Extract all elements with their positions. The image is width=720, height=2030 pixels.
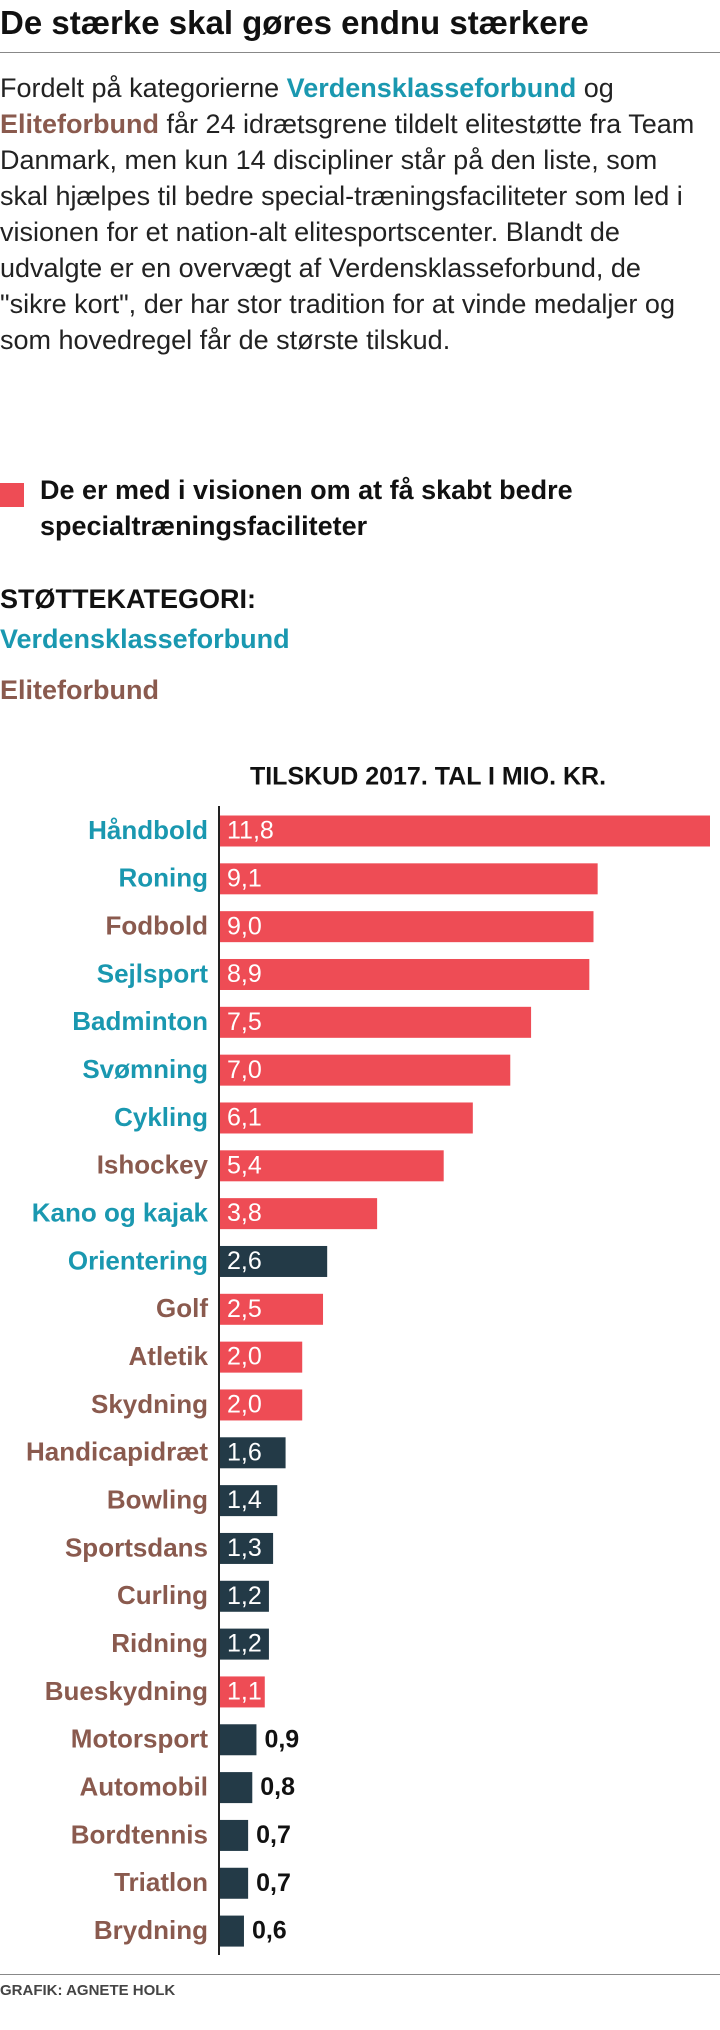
category-label: Bueskydning xyxy=(45,1676,208,1706)
category-label: Golf xyxy=(156,1293,208,1323)
bar xyxy=(219,1485,278,1517)
bar xyxy=(219,1437,286,1469)
group-label: Eliteforbund xyxy=(0,675,159,705)
value-label: 1,2 xyxy=(227,1582,262,1610)
title: De stærke skal gøres endnu stærkere xyxy=(0,4,589,41)
bar xyxy=(219,911,594,943)
category-label: Håndbold xyxy=(88,815,208,845)
category-label: Atletik xyxy=(129,1341,209,1371)
value-label: 11,8 xyxy=(227,817,274,845)
bar xyxy=(219,1532,274,1564)
intro-text: Fordelt på kategorierne xyxy=(0,73,287,103)
value-label: 8,9 xyxy=(227,960,262,988)
bar xyxy=(219,1054,511,1086)
value-label: 5,4 xyxy=(227,1151,262,1179)
value-label: 7,0 xyxy=(227,1056,262,1084)
bar xyxy=(219,1198,378,1230)
value-label: 0,7 xyxy=(256,1821,291,1849)
value-label: 2,5 xyxy=(227,1295,262,1323)
intro-text: Eliteforbund xyxy=(0,109,159,139)
bar xyxy=(219,1389,303,1421)
value-label: 0,7 xyxy=(256,1869,291,1897)
bar xyxy=(219,1006,532,1038)
category-label: Sejlsport xyxy=(97,958,209,988)
value-label: 1,3 xyxy=(227,1534,262,1562)
category-label: Sportsdans xyxy=(65,1532,208,1562)
category-label: Svømning xyxy=(82,1054,208,1084)
bar xyxy=(219,1867,249,1899)
bar xyxy=(219,1150,444,1182)
category-label: Bordtennis xyxy=(71,1819,208,1849)
bar xyxy=(219,1102,473,1134)
bar xyxy=(219,1676,265,1708)
value-label: 2,0 xyxy=(227,1343,262,1371)
intro: Fordelt på kategorierne Verdensklassefor… xyxy=(0,70,712,358)
category-label: Cykling xyxy=(114,1102,208,1132)
value-label: 2,6 xyxy=(227,1247,262,1275)
bar xyxy=(219,1628,269,1660)
group-label: Verdensklasseforbund xyxy=(0,624,290,654)
bar xyxy=(219,863,598,895)
value-label: 6,1 xyxy=(227,1104,262,1132)
divider xyxy=(0,52,720,53)
value-label: 0,9 xyxy=(264,1725,299,1753)
bar xyxy=(219,1293,324,1325)
value-label: 3,8 xyxy=(227,1199,262,1227)
category-label: Ishockey xyxy=(97,1150,209,1180)
group-heading: STØTTEKATEGORI: xyxy=(0,584,256,614)
category-label: Fodbold xyxy=(105,911,208,941)
bar xyxy=(219,1915,244,1947)
bar xyxy=(219,1724,257,1756)
category-label: Automobil xyxy=(79,1771,208,1801)
value-label: 0,6 xyxy=(252,1917,287,1945)
axis-label: TILSKUD 2017. TAL I MIO. KR. xyxy=(250,763,606,791)
bar xyxy=(219,1819,249,1851)
value-label: 2,0 xyxy=(227,1391,262,1419)
category-label: Ridning xyxy=(111,1628,208,1658)
value-label: 9,1 xyxy=(227,864,262,892)
intro-text: Verdensklasseforbund xyxy=(286,73,577,103)
bar xyxy=(219,1580,269,1612)
category-label: Roning xyxy=(118,863,208,893)
category-label: Motorsport xyxy=(71,1724,209,1754)
value-label: 1,6 xyxy=(227,1438,262,1466)
bar xyxy=(219,958,590,990)
category-label: Brydning xyxy=(94,1915,208,1945)
category-label: Bowling xyxy=(107,1484,208,1514)
value-label: 0,8 xyxy=(260,1773,295,1801)
bar xyxy=(219,1245,328,1277)
bar xyxy=(219,1772,253,1804)
intro-text: får 24 idrætsgrene tildelt elitestøtte f… xyxy=(0,109,695,355)
value-label: 7,5 xyxy=(227,1008,262,1036)
bar xyxy=(219,1341,303,1373)
bar xyxy=(219,815,710,847)
value-label: 1,4 xyxy=(227,1486,262,1514)
value-label: 1,1 xyxy=(227,1678,262,1706)
divider xyxy=(0,1974,720,1975)
legend-label: De er med i visionen om at få skabt bedr… xyxy=(40,475,573,541)
category-label: Curling xyxy=(117,1580,208,1610)
category-label: Badminton xyxy=(72,1006,208,1036)
legend-swatch xyxy=(0,483,24,507)
value-label: 1,2 xyxy=(227,1630,262,1658)
category-label: Handicapidræt xyxy=(26,1437,208,1467)
intro-text: og xyxy=(576,73,614,103)
value-label: 9,0 xyxy=(227,912,262,940)
category-label: Kano og kajak xyxy=(32,1198,209,1228)
category-label: Skydning xyxy=(91,1389,208,1419)
category-label: Orientering xyxy=(68,1245,208,1275)
credit: GRAFIK: AGNETE HOLK xyxy=(0,1982,176,1999)
category-label: Triatlon xyxy=(114,1867,208,1897)
